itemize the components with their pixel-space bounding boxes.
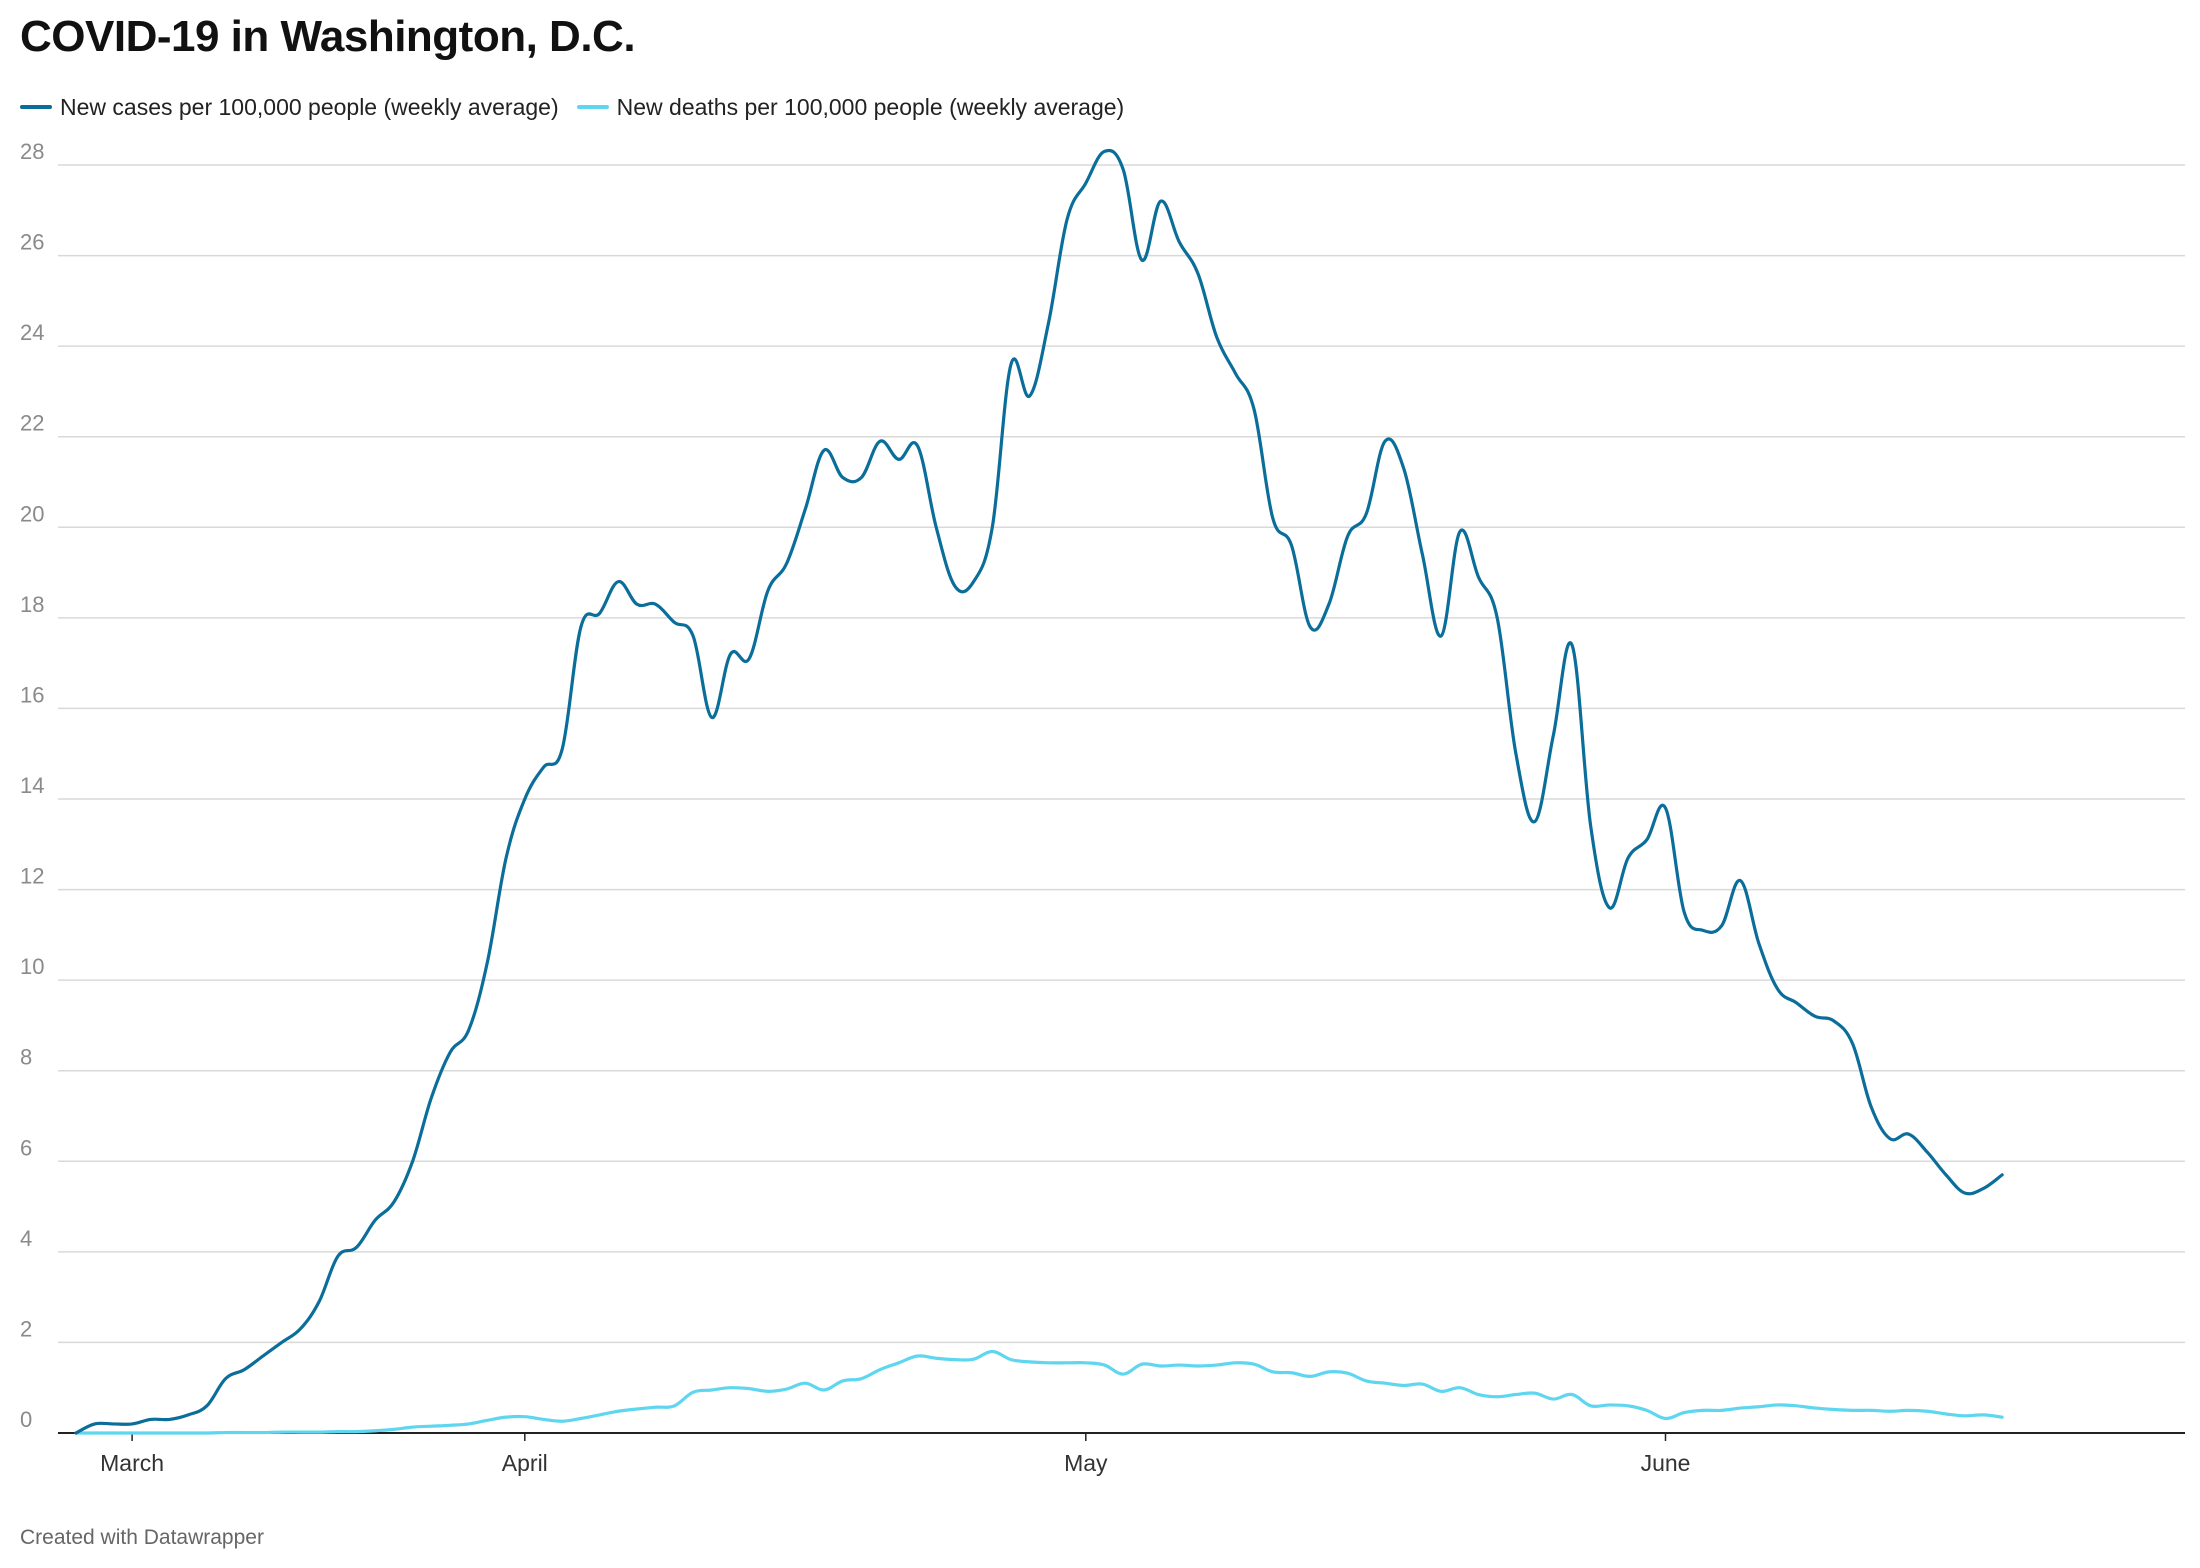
- series-line-deaths: [74, 1349, 2004, 1435]
- y-tick-label: 28: [20, 139, 44, 164]
- legend-swatch-cases: [20, 105, 52, 109]
- y-tick-label: 16: [20, 682, 44, 707]
- y-tick-label: 20: [20, 501, 44, 526]
- y-tick-label: 4: [20, 1226, 32, 1251]
- legend-label-cases: New cases per 100,000 people (weekly ave…: [60, 93, 559, 120]
- x-tick-label: May: [1064, 1450, 1108, 1476]
- x-tick-label: June: [1641, 1450, 1691, 1476]
- y-tick-label: 8: [20, 1045, 32, 1070]
- x-tick-label: April: [502, 1450, 548, 1476]
- y-tick-label: 22: [20, 411, 44, 436]
- y-tick-label: 26: [20, 230, 44, 255]
- y-tick-label: 0: [20, 1407, 32, 1432]
- legend-item-cases: New cases per 100,000 people (weekly ave…: [20, 94, 559, 121]
- legend-swatch-deaths: [576, 105, 609, 109]
- axis-layer: March April May June: [58, 1432, 2185, 1476]
- y-tick-label: 24: [20, 320, 44, 345]
- series-line-cases: [74, 148, 2004, 1435]
- y-tick-label: 6: [20, 1135, 32, 1160]
- series-layer: [74, 148, 2004, 1435]
- y-tick-label: 14: [20, 773, 44, 798]
- legend: New cases per 100,000 people (weekly ave…: [20, 92, 1142, 122]
- y-tick-label: 2: [20, 1316, 32, 1341]
- chart-title: COVID-19 in Washington, D.C.: [20, 12, 636, 61]
- y-tick-label: 12: [20, 864, 44, 889]
- y-tick-label: 18: [20, 592, 44, 617]
- legend-item-deaths: New deaths per 100,000 people (weekly av…: [576, 93, 1125, 121]
- x-tick-label: March: [100, 1450, 164, 1476]
- footer-credit: Created with Datawrapper: [20, 1526, 264, 1549]
- y-tick-label: 10: [20, 954, 44, 979]
- legend-label-deaths: New deaths per 100,000 people (weekly av…: [616, 93, 1125, 120]
